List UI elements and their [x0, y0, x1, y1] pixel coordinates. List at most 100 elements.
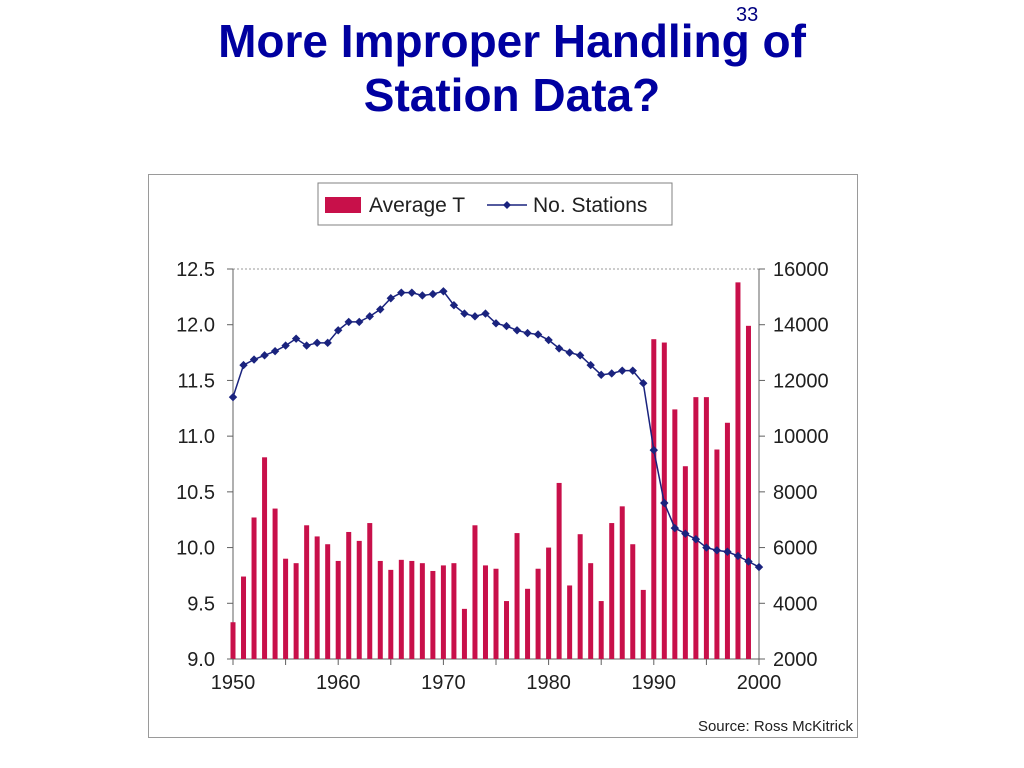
x-tick-label: 2000	[737, 672, 782, 694]
bar-average-t-1973	[472, 525, 478, 659]
no-stations-marker-1959	[323, 338, 332, 348]
bar-average-t-1959	[325, 544, 331, 659]
right-tick-label: 4000	[773, 593, 818, 615]
x-tick-label: 1970	[421, 672, 466, 694]
no-stations-marker-1972	[460, 309, 469, 318]
no-stations-marker-1991	[660, 498, 669, 508]
no-stations-marker-1966	[397, 288, 406, 297]
bar-average-t-1983	[577, 534, 583, 659]
bar-average-t-1987	[619, 506, 625, 659]
slide-title-line-1: More Improper Handling of	[218, 15, 806, 67]
bar-average-t-1958	[314, 536, 320, 659]
x-tick-label: 1960	[316, 672, 361, 694]
bar-average-t-1957	[304, 525, 310, 659]
left-axis-ticks: 12.5 12.0 11.5 11.0 10.5 10.0 9.5 9.0	[176, 259, 233, 671]
legend-label-average-t: Average T	[369, 194, 465, 217]
bar-average-t-1964	[377, 560, 383, 659]
bar-average-t-1953	[262, 457, 268, 659]
no-stations-marker-1960	[334, 326, 343, 335]
no-stations-marker-1971	[449, 301, 459, 310]
bar-average-t-1994	[693, 397, 699, 659]
right-tick-label: 12000	[773, 370, 829, 392]
no-stations-marker-1968	[418, 291, 427, 300]
right-axis-ticks: 16000 14000 12000 10000 8000 6000 4000 2000	[759, 259, 829, 671]
bar-average-t-1984	[588, 563, 594, 659]
no-stations-marker-1967	[407, 288, 417, 297]
bar-average-t-1974	[482, 565, 488, 659]
no-stations-marker-1975	[491, 319, 501, 328]
x-tick-label: 1950	[211, 672, 256, 694]
right-tick-label: 14000	[773, 315, 829, 337]
bar-average-t-1954	[272, 508, 278, 659]
no-stations-marker-1998	[733, 551, 743, 561]
bar-average-t-1950	[230, 622, 236, 659]
bar-average-t-1960	[335, 560, 341, 659]
left-tick-label: 11.0	[178, 426, 215, 448]
no-stations-marker-1962	[355, 317, 364, 327]
bar-average-t-1999	[745, 325, 751, 659]
no-stations-marker-2000	[754, 562, 764, 572]
left-tick-label: 12.0	[176, 315, 215, 337]
legend-box	[317, 182, 673, 226]
no-stations-marker-1954	[270, 346, 280, 356]
bar-average-t-1975	[493, 568, 499, 659]
bar-average-t-1969	[430, 570, 436, 659]
no-stations-marker-1980	[544, 335, 553, 345]
x-tick-label: 1980	[526, 672, 571, 694]
bar-average-t-1992	[672, 409, 678, 659]
slide-title: More Improper Handling of Station Data?	[0, 14, 1024, 122]
bar-average-t-1962	[356, 540, 362, 659]
chart-frame: 12.5 12.0 11.5 11.0 10.5 10.0 9.5 9.0 16000 1400…	[148, 174, 858, 738]
bar-average-t-1961	[346, 531, 352, 659]
no-stations-marker-1981	[554, 344, 564, 353]
bar-average-t-1966	[398, 559, 404, 659]
bar-average-t-1965	[388, 569, 394, 659]
bar-average-t-1981	[556, 482, 562, 659]
no-stations-marker-1974	[481, 309, 490, 318]
right-tick-label: 6000	[773, 538, 818, 560]
no-stations-marker-1957	[302, 341, 311, 350]
bar-average-t-1978	[525, 588, 531, 659]
no-stations-marker-1965	[386, 294, 395, 303]
bar-average-t-1998	[735, 282, 741, 659]
bar-average-t-1995	[703, 397, 709, 659]
right-tick-label: 2000	[773, 649, 818, 671]
no-stations-marker-1997	[723, 547, 732, 556]
no-stations-marker-1995	[702, 543, 711, 552]
bar-average-t-1985	[598, 601, 604, 659]
no-stations-marker-1992	[670, 523, 680, 533]
right-tick-label: 16000	[773, 259, 829, 281]
no-stations-marker-1958	[312, 338, 322, 348]
slide-title-line-2: Station Data?	[363, 69, 661, 121]
source-label: Source: Ross McKitrick	[698, 718, 854, 735]
left-tick-label: 11.5	[178, 370, 215, 392]
bar-average-t-1997	[724, 422, 730, 659]
bar-average-t-1993	[682, 466, 688, 659]
no-stations-marker-1999	[744, 557, 753, 566]
slide-number: 33	[736, 4, 759, 26]
legend-swatch-average-t	[325, 197, 361, 213]
left-tick-label: 10.0	[176, 538, 215, 560]
x-tick-label: 1990	[632, 672, 677, 694]
bar-average-t-1988	[630, 544, 636, 659]
no-stations-marker-1988	[628, 366, 637, 375]
bar-average-t-1971	[451, 563, 457, 659]
bar-average-t-1963	[367, 523, 373, 659]
no-stations-marker-1961	[344, 317, 353, 327]
left-tick-label: 9.5	[187, 593, 215, 615]
bar-average-t-1977	[514, 533, 520, 659]
bar-average-t-1955	[283, 558, 289, 659]
legend: Average T No. Stations	[317, 182, 673, 226]
no-stations-marker-1987	[618, 366, 627, 375]
bar-average-t-1982	[567, 585, 573, 659]
legend-label-no-stations: No. Stations	[533, 194, 647, 217]
no-stations-marker-1969	[428, 289, 438, 299]
no-stations-marker-1982	[565, 348, 574, 357]
right-tick-label: 10000	[773, 426, 829, 448]
right-tick-label: 8000	[773, 482, 818, 504]
bar-average-t-1976	[504, 601, 510, 659]
bar-average-t-1989	[640, 589, 646, 659]
bar-average-t-1951	[241, 576, 247, 659]
no-stations-marker-1952	[249, 355, 259, 364]
temperature-stations-chart: 12.5 12.0 11.5 11.0 10.5 10.0 9.5 9.0 16000 1400…	[176, 182, 854, 735]
